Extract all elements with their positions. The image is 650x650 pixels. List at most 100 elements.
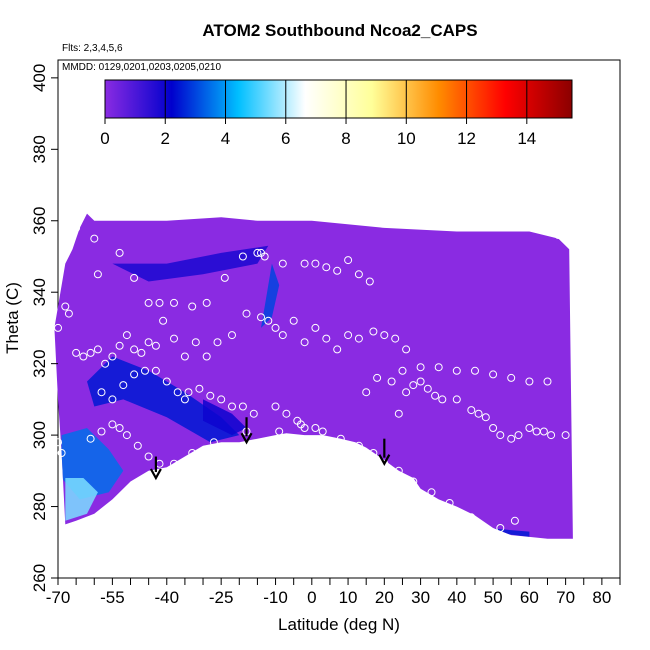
feature-filament-vertical xyxy=(261,263,280,328)
observation-point xyxy=(184,388,193,397)
observation-point xyxy=(228,331,236,340)
x-tick-label: -55 xyxy=(100,588,125,607)
observation-point xyxy=(409,477,418,486)
observation-point xyxy=(242,309,251,318)
colorbar-tick-label: 12 xyxy=(457,129,476,148)
x-tick-label: 10 xyxy=(339,588,358,607)
x-tick-label: 80 xyxy=(592,588,611,607)
observation-point xyxy=(170,334,178,343)
observation-point xyxy=(195,384,204,393)
feature-blue-band-midlat xyxy=(87,356,240,443)
observation-point xyxy=(278,331,287,340)
observation-point xyxy=(402,345,411,354)
observation-point xyxy=(155,298,164,307)
observation-point xyxy=(115,424,124,432)
colorbar-tick-label: 4 xyxy=(221,129,230,148)
observation-point xyxy=(380,459,389,468)
arrow-marker xyxy=(149,456,162,481)
observation-point xyxy=(369,449,378,457)
observation-point xyxy=(170,298,178,307)
observation-point xyxy=(496,524,505,532)
observation-point xyxy=(416,363,425,372)
observation-point xyxy=(144,298,153,307)
observation-point xyxy=(180,395,189,404)
observation-point xyxy=(510,516,519,525)
observation-point xyxy=(228,402,236,411)
x-axis-label: Latitude (deg N) xyxy=(278,615,400,634)
observation-point xyxy=(394,409,403,418)
y-axis-label: Theta (C) xyxy=(3,282,22,354)
observation-point xyxy=(90,234,99,243)
observation-point xyxy=(354,334,363,343)
observation-point xyxy=(72,348,81,357)
arrows xyxy=(149,417,391,481)
observation-point xyxy=(445,499,454,507)
colorbar-tick-label: 0 xyxy=(100,129,109,148)
observation-point xyxy=(162,377,171,386)
x-tick-label: 50 xyxy=(484,588,503,607)
observation-point xyxy=(322,334,331,343)
observation-point xyxy=(434,363,443,372)
chart-title: ATOM2 Southbound Ncoa2_CAPS xyxy=(202,21,477,40)
observation-point xyxy=(344,256,353,265)
y-tick-label: 300 xyxy=(30,421,49,449)
observation-point xyxy=(188,302,197,311)
observation-point xyxy=(402,388,411,397)
heatmap-field xyxy=(54,213,573,539)
observation-point xyxy=(431,391,440,400)
observation-point xyxy=(130,273,139,282)
observation-point xyxy=(300,259,309,268)
observation-point xyxy=(333,266,342,275)
observation-point xyxy=(394,466,403,475)
observation-point xyxy=(452,395,461,404)
observation-point xyxy=(271,402,280,411)
observation-point xyxy=(318,427,327,436)
observation-point xyxy=(54,438,62,447)
observation-point xyxy=(170,459,178,468)
observation-point xyxy=(238,252,247,261)
observation-point xyxy=(543,377,552,386)
observation-point xyxy=(257,313,265,322)
observation-point xyxy=(525,377,534,386)
observation-point xyxy=(275,427,284,436)
x-tick-label: 30 xyxy=(411,588,430,607)
observation-point xyxy=(217,395,226,404)
plot-area xyxy=(54,59,621,579)
y-tick-label: 400 xyxy=(30,64,49,92)
observation-point xyxy=(336,434,345,443)
colorbar-tick-label: 10 xyxy=(397,129,416,148)
y-tick-label: 320 xyxy=(30,349,49,377)
observation-point xyxy=(547,431,556,440)
x-tick-label: 60 xyxy=(520,588,539,607)
observation-point xyxy=(173,388,182,397)
x-axis: -70 -55 -40 -25 -10 0 10 20 30 40 50 60 70 80 xyxy=(46,578,621,607)
observation-point xyxy=(213,338,222,347)
observation-point xyxy=(489,370,498,379)
observation-point xyxy=(151,341,160,350)
colorbar-tick-label: 8 xyxy=(341,129,350,148)
x-tick-label: -10 xyxy=(263,588,288,607)
observation-point xyxy=(202,352,211,361)
observation-point xyxy=(489,424,498,432)
feature-blue-band-lowlat xyxy=(203,399,247,436)
observation-point xyxy=(202,298,211,307)
observation-point xyxy=(101,359,110,368)
feature-cyan-core-south xyxy=(65,478,98,521)
observation-point xyxy=(423,384,432,393)
arrow-marker xyxy=(378,438,391,466)
observation-point xyxy=(119,381,128,390)
observation-point xyxy=(369,327,378,336)
observation-point xyxy=(391,334,400,343)
observation-point xyxy=(554,231,563,239)
observation-point xyxy=(97,388,106,397)
colorbar-bar xyxy=(104,79,573,119)
observation-point xyxy=(151,366,160,375)
observation-point xyxy=(264,316,273,325)
observation-point xyxy=(300,338,309,347)
flights-label: Flts: 2,3,4,5,6 xyxy=(62,43,123,54)
observation-point xyxy=(398,366,407,375)
observation-point xyxy=(180,352,189,361)
observation-point xyxy=(108,352,117,361)
observation-point xyxy=(333,345,342,354)
